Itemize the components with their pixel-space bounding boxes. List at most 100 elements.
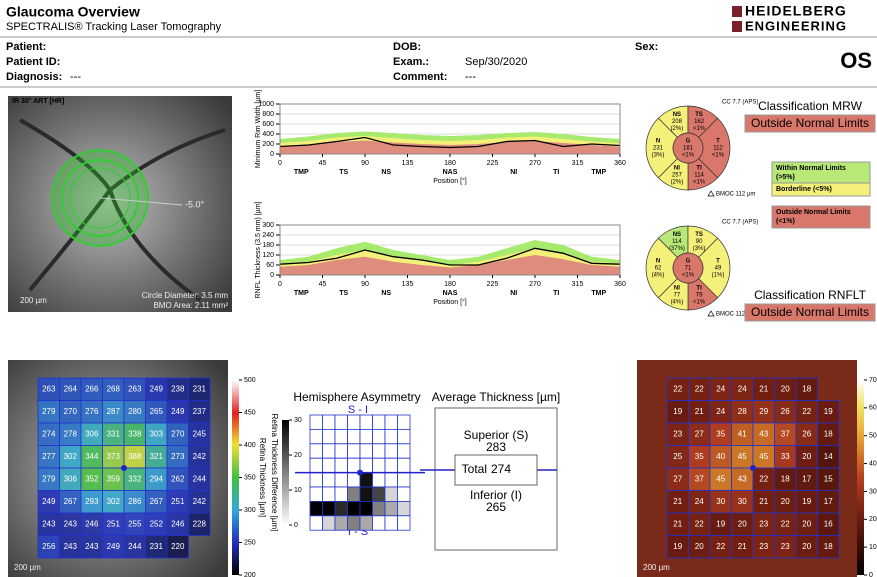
cell-value: 294 xyxy=(150,474,164,483)
cell-value: 231 xyxy=(150,542,164,551)
colorbar-label: 200 xyxy=(244,572,256,577)
sector-label: TMP xyxy=(294,290,309,297)
asymmetry-cell xyxy=(323,415,336,429)
cell-value: 266 xyxy=(85,384,99,393)
cell-value: 231 xyxy=(193,384,207,393)
asymmetry-cell xyxy=(348,487,361,501)
asymmetry-cell xyxy=(310,487,323,501)
cell-value: 238 xyxy=(171,384,185,393)
circle-diameter: Circle Diameter: 3.5 mm xyxy=(142,291,229,300)
cell-value: 251 xyxy=(107,519,121,528)
report: Glaucoma Overview SPECTRALIS® Tracking L… xyxy=(0,0,877,577)
y-tick-label: 0 xyxy=(270,272,274,279)
y-axis-label: RNFL Thickness (3.5 mm) [µm] xyxy=(255,201,262,298)
cell-value: 278 xyxy=(64,429,78,438)
cell-value: 249 xyxy=(150,384,164,393)
colorbar-label: 400 xyxy=(244,442,256,449)
cell-value: 22 xyxy=(695,519,704,528)
asymmetry-cell xyxy=(360,444,373,458)
field-value: --- xyxy=(70,71,81,83)
colorbar-label: 20 xyxy=(869,516,877,523)
legend-text: Within Normal Limits xyxy=(776,165,846,172)
legend-text: (>5%) xyxy=(776,174,795,181)
asymmetry-cell xyxy=(385,458,398,472)
sector-value: 90 xyxy=(696,239,703,245)
bmoc-icon xyxy=(708,191,714,196)
cell-value: 263 xyxy=(128,384,142,393)
asymmetry-cell xyxy=(348,516,361,530)
bmoc-icon xyxy=(708,311,714,316)
cell-value: 244 xyxy=(193,474,207,483)
cell-value: 35 xyxy=(695,452,704,461)
sector-value: 79 xyxy=(696,292,703,298)
asymmetry-cell xyxy=(385,415,398,429)
colorbar-label: 0 xyxy=(869,572,873,577)
asymmetry-cell xyxy=(310,473,323,487)
asymmetry-cell xyxy=(323,501,336,515)
fovea xyxy=(750,465,756,471)
asymmetry-cell xyxy=(348,501,361,515)
cell-value: 267 xyxy=(64,497,78,506)
colorbar-title: Retina Thickness [µm] xyxy=(258,438,267,517)
cell-value: 22 xyxy=(695,384,704,393)
page: { "header": {"title": "Glaucoma Overview… xyxy=(0,0,877,577)
cell-value: 26 xyxy=(781,407,790,416)
asymmetry-cell xyxy=(398,444,411,458)
asymmetry-cell xyxy=(373,458,386,472)
cell-value: 252 xyxy=(150,519,164,528)
asymmetry-cell xyxy=(398,429,411,443)
asymmetry-cell xyxy=(398,501,411,515)
sector-label: NI xyxy=(510,290,517,297)
asymmetry-cell xyxy=(360,501,373,515)
classification-result: Outside Normal Limits xyxy=(751,305,869,319)
total-value: 274 xyxy=(491,462,511,476)
y-tick-label: 120 xyxy=(262,252,274,259)
sector-percent: (4%) xyxy=(671,299,684,305)
y-tick-label: 180 xyxy=(262,242,274,249)
cell-value: 237 xyxy=(193,407,207,416)
cell-value: 41 xyxy=(738,429,747,438)
cell-value: 35 xyxy=(716,429,725,438)
image-label: IR 30° ART [HR] xyxy=(12,97,64,105)
asymmetry-cell xyxy=(398,458,411,472)
asymmetry-cell xyxy=(323,444,336,458)
asymmetry-cell xyxy=(335,487,348,501)
asymmetry-cell xyxy=(323,516,336,530)
sector-name: NS xyxy=(673,232,681,238)
x-tick-label: 180 xyxy=(444,281,456,288)
scale-bar: 200 µm xyxy=(643,563,670,572)
cell-value: 19 xyxy=(673,407,682,416)
cell-value: 27 xyxy=(673,474,682,483)
y-tick-label: 300 xyxy=(262,222,274,229)
cell-value: 280 xyxy=(128,407,142,416)
colorbar-label: 40 xyxy=(869,460,877,467)
asymmetry-cell xyxy=(385,516,398,530)
cell-value: 22 xyxy=(673,384,682,393)
asymmetry-cell xyxy=(323,487,336,501)
cell-value: 22 xyxy=(781,519,790,528)
cell-value: 344 xyxy=(85,452,99,461)
colorbar xyxy=(232,380,239,575)
logo-mark xyxy=(732,21,742,32)
field-label: Exam.: xyxy=(393,56,429,68)
asymmetry-cell xyxy=(310,501,323,515)
cell-value: 20 xyxy=(802,519,811,528)
cell-value: 16 xyxy=(824,519,833,528)
sector-percent: (1%) xyxy=(712,273,725,279)
sector-label: TI xyxy=(553,290,559,297)
cell-value: 279 xyxy=(42,407,56,416)
cell-value: 262 xyxy=(171,474,185,483)
cell-value: 18 xyxy=(802,384,811,393)
sector-label: NS xyxy=(381,290,391,297)
sector-name: N xyxy=(656,259,660,265)
asymmetry-cell xyxy=(348,429,361,443)
sector-name: NS xyxy=(673,112,681,118)
cell-value: 306 xyxy=(85,429,99,438)
cell-value: 24 xyxy=(716,384,725,393)
cell-value: 22 xyxy=(759,474,768,483)
sector-label: TS xyxy=(339,169,348,176)
sector-percent: <1% xyxy=(682,153,695,159)
cell-value: 228 xyxy=(193,519,207,528)
colorbar-label: 60 xyxy=(869,405,877,412)
y-axis-label: Minimum Rim Width [µm] xyxy=(255,90,262,168)
